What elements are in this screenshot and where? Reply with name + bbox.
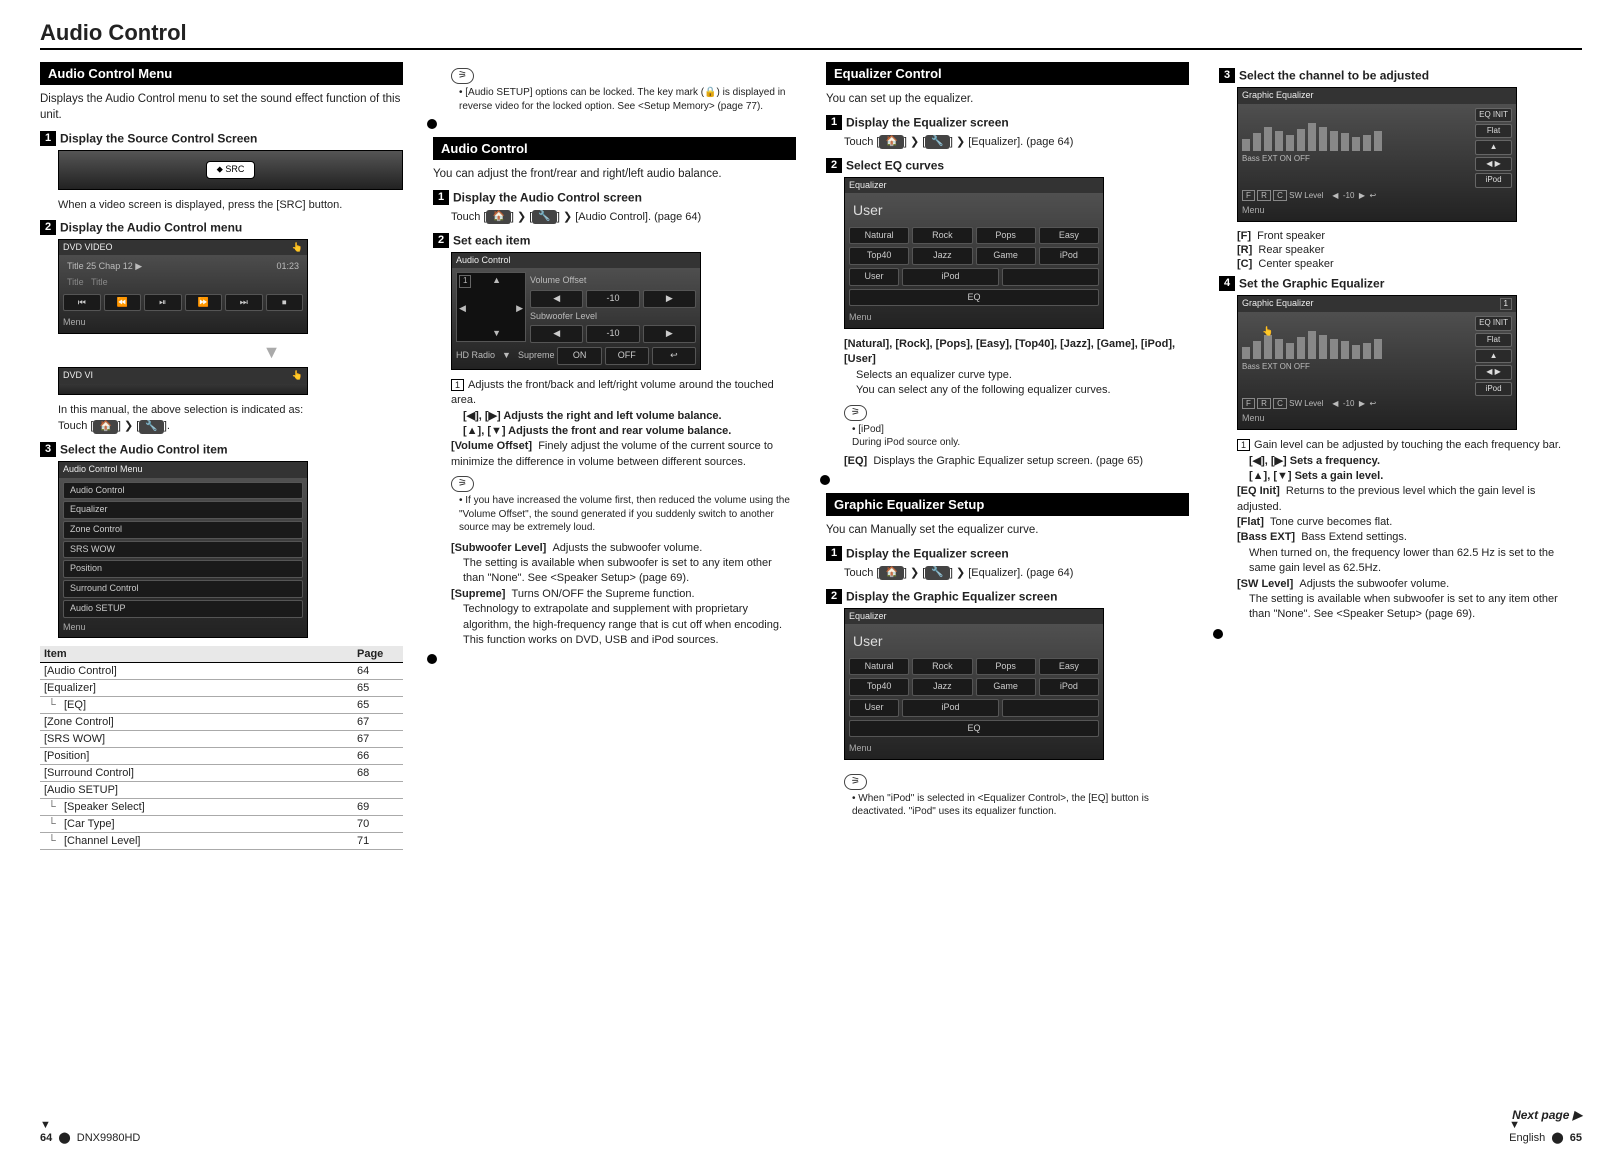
shot4-menu: Menu	[63, 622, 303, 634]
note-icon-3: ⚞	[844, 405, 867, 421]
note-src: When a video screen is displayed, press …	[58, 198, 403, 213]
bassext: [Bass EXT] Bass Extend settings.	[1237, 530, 1582, 545]
screenshot-src: ⬥ SRC	[58, 150, 403, 190]
note-icon-4: ⚞	[844, 774, 867, 790]
frc-list: [F] Front speaker [R] Rear speaker [C] C…	[1237, 230, 1582, 270]
gain-desc: 1Gain level can be adjusted by touching …	[1237, 438, 1582, 453]
screenshot-geq-select: Equalizer User NaturalRockPopsEasyTop40J…	[844, 608, 1104, 760]
eqinit: [EQ Init] Returns to the previous level …	[1237, 484, 1582, 515]
ud-keys: [▲], [▼] Adjusts the front and rear volu…	[463, 424, 796, 439]
bassext2: When turned on, the frequency lower than…	[1249, 546, 1582, 577]
gain-keys: [▲], [▼] Sets a gain level.	[1249, 469, 1582, 484]
curves-t1: Selects an equalizer curve type.	[856, 368, 1189, 383]
screenshot-audio-control: Audio Control 1 ▲ ▼ ◀ ▶ Volume Offset ◀-…	[451, 252, 701, 370]
curves-keys: [Natural], [Rock], [Pops], [Easy], [Top4…	[844, 337, 1189, 368]
geq-step-1: 1	[826, 546, 842, 561]
c4-step-4-label: Set the Graphic Equalizer	[1239, 276, 1384, 290]
ac-step-1: 1	[433, 190, 449, 205]
sl-item2: The setting is available when subwoofer …	[463, 556, 796, 587]
ac-shot-title: Audio Control	[456, 255, 511, 267]
intro-text: Displays the Audio Control menu to set t…	[40, 91, 403, 123]
sup-item3: This function works on DVD, USB and iPod…	[463, 633, 796, 648]
shot-sub: Title 25 Chap 12 ▶	[67, 261, 142, 271]
items-table: ItemPage [Audio Control]64[Equalizer]65[…	[40, 646, 403, 850]
step-2-label: Display the Audio Control menu	[60, 220, 242, 234]
section-audio-control-menu: Audio Control Menu	[40, 62, 403, 85]
ac-touch: Touch [🏠] ❯ [🔧] ❯ [Audio Control]. (page…	[451, 209, 796, 227]
note-setup-lock: • [Audio SETUP] options can be locked. T…	[459, 86, 796, 113]
shot-time: 01:23	[276, 261, 299, 273]
eq-btn-desc: [EQ] Displays the Graphic Equalizer setu…	[844, 454, 1189, 469]
geq-note: • When "iPod" is selected in <Equalizer …	[852, 792, 1189, 819]
eq-step-2: 2	[826, 158, 842, 173]
flat: [Flat] Tone curve becomes flat.	[1237, 515, 1582, 530]
shot-title: DVD VIDEO	[63, 242, 113, 254]
step-3-label: Select the Audio Control item	[60, 443, 228, 457]
shot4-title: Audio Control Menu	[63, 464, 143, 476]
sup-item: [Supreme] Turns ON/OFF the Supreme funct…	[451, 587, 796, 602]
step-3: 3	[40, 442, 56, 457]
eq-step-1-label: Display the Equalizer screen	[846, 116, 1009, 130]
column-2: ⚞ • [Audio SETUP] options can be locked.…	[433, 62, 796, 850]
footer-right: ▼English ⬤ 65	[1509, 1119, 1582, 1144]
ac-step-2: 2	[433, 233, 449, 248]
swlevel: [SW Level] Adjusts the subwoofer volume.	[1237, 577, 1582, 592]
screenshot-geq1: Graphic Equalizer Bass EXT ON OFF EQ INI…	[1237, 87, 1517, 222]
wrench-icon: 🔧	[139, 420, 163, 434]
eq-intro: You can set up the equalizer.	[826, 91, 1189, 107]
c4-step-3: 3	[1219, 68, 1235, 83]
screenshot-menu: Audio Control Menu Audio ControlEqualize…	[58, 461, 308, 638]
ipod-note: • [iPod] During iPod source only.	[852, 423, 1189, 450]
geq-step-2: 2	[826, 589, 842, 604]
screenshot-eq: Equalizer User NaturalRockPopsEasyTop40J…	[844, 177, 1104, 329]
section-geq: Graphic Equalizer Setup	[826, 493, 1189, 516]
column-4: 3 Select the channel to be adjusted Graph…	[1219, 62, 1582, 850]
arrow-down-icon: ▼	[140, 342, 403, 363]
src-button: ⬥ SRC	[206, 161, 256, 179]
shot3-title: DVD VI	[63, 370, 93, 382]
screenshot-geq2: Graphic Equalizer1 👆 Bass EXT ON OFF EQ …	[1237, 295, 1517, 430]
screenshot-dvd-vi: DVD VI👆	[58, 367, 308, 395]
manual-note: In this manual, the above selection is i…	[58, 403, 403, 418]
eq-step-1: 1	[826, 115, 842, 130]
intro-ac: You can adjust the front/rear and right/…	[433, 166, 796, 182]
touch-sequence: Touch [🏠] ❯ [🔧].	[58, 418, 403, 436]
eq-step-2-label: Select EQ curves	[846, 158, 944, 172]
swlevel2: The setting is available when subwoofer …	[1249, 592, 1582, 623]
lr-keys: [◀], [▶] Adjusts the right and left volu…	[463, 409, 796, 424]
ac-step-2-label: Set each item	[453, 233, 530, 247]
note-icon-2: ⚞	[451, 476, 474, 492]
vo-note: • If you have increased the volume first…	[459, 494, 796, 535]
sl-item: [Subwoofer Level] Adjusts the subwoofer …	[451, 541, 796, 556]
geq-touch: Touch [🏠] ❯ [🔧] ❯ [Equalizer]. (page 64)	[844, 565, 1189, 583]
shot-menu: Menu	[63, 317, 303, 329]
geq-intro: You can Manually set the equalizer curve…	[826, 522, 1189, 538]
page-title: Audio Control	[40, 20, 1582, 50]
ac-step-1-label: Display the Audio Control screen	[453, 191, 642, 205]
footer-left: ▼64 ⬤ DNX9980HD	[40, 1119, 140, 1144]
sup-item2: Technology to extrapolate and supplement…	[463, 602, 796, 633]
step-2: 2	[40, 220, 56, 235]
screenshot-dvd-video: DVD VIDEO👆 Title 25 Chap 12 ▶ 01:23 Titl…	[58, 239, 308, 334]
section-audio-control: Audio Control	[433, 137, 796, 160]
column-3: Equalizer Control You can set up the equ…	[826, 62, 1189, 850]
c4-step-4: 4	[1219, 276, 1235, 291]
freq-keys: [◀], [▶] Sets a frequency.	[1249, 454, 1582, 469]
th-page: Page	[353, 646, 403, 663]
curves-t2: You can select any of the following equa…	[856, 383, 1189, 398]
desc-balance: 1Adjusts the front/back and left/right v…	[451, 378, 796, 409]
step-1-label: Display the Source Control Screen	[60, 132, 257, 146]
home-icon: 🏠	[93, 420, 117, 434]
geq-step-2-label: Display the Graphic Equalizer screen	[846, 589, 1057, 603]
column-1: Audio Control Menu Displays the Audio Co…	[40, 62, 403, 850]
section-eq-control: Equalizer Control	[826, 62, 1189, 85]
note-icon: ⚞	[451, 68, 474, 84]
vo-item: [Volume Offset] Finely adjust the volume…	[451, 439, 796, 470]
c4-step-3-label: Select the channel to be adjusted	[1239, 69, 1429, 83]
geq-step-1-label: Display the Equalizer screen	[846, 547, 1009, 561]
th-item: Item	[40, 646, 353, 663]
eq-touch: Touch [🏠] ❯ [🔧] ❯ [Equalizer]. (page 64)	[844, 134, 1189, 152]
step-1: 1	[40, 131, 56, 146]
